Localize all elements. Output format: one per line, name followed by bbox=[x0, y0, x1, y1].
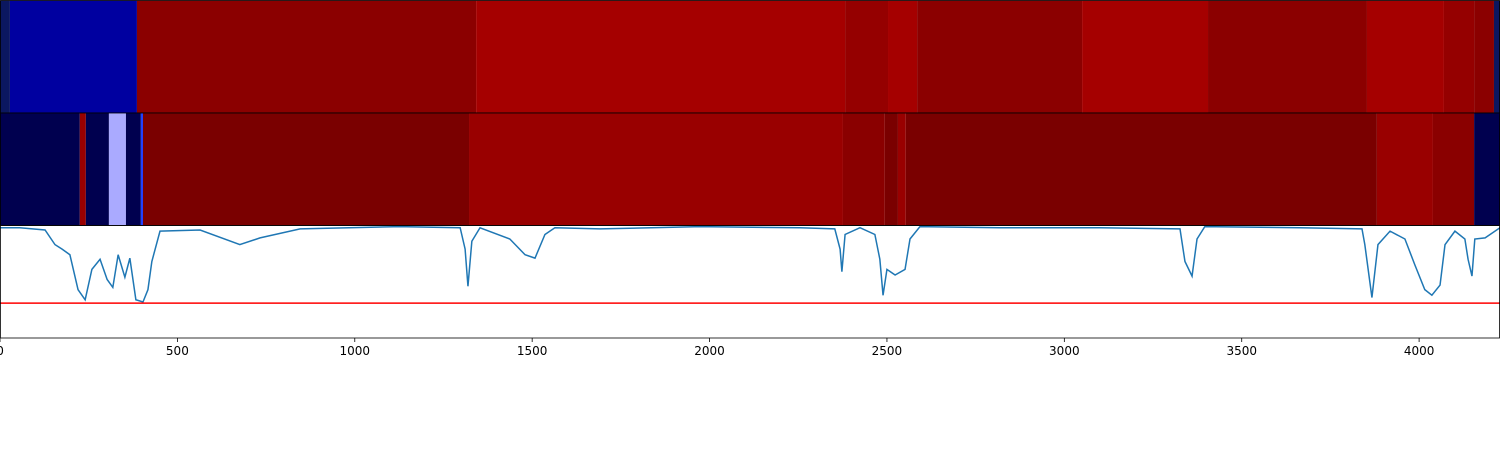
heatmap-segment bbox=[140, 113, 143, 226]
heatmap-segment bbox=[136, 0, 477, 113]
heatmap-segment bbox=[9, 0, 137, 113]
heatmap-segment bbox=[0, 0, 10, 113]
panel-frame bbox=[0, 225, 1500, 339]
heatmap-segment bbox=[888, 0, 918, 113]
heatmap-segment bbox=[1443, 0, 1475, 113]
heatmap-segment bbox=[1474, 0, 1494, 113]
heatmap-segment bbox=[85, 113, 109, 226]
heatmap-segment bbox=[1082, 0, 1209, 113]
heatmap-segment bbox=[79, 113, 86, 226]
heatmap-segment bbox=[469, 113, 843, 226]
x-tick-label: 1000 bbox=[340, 344, 371, 358]
heatmap-segment bbox=[142, 113, 470, 226]
heatmap-segment bbox=[1493, 0, 1500, 113]
heatmap-segment bbox=[1474, 113, 1500, 226]
heatmap-segment bbox=[1366, 0, 1444, 113]
heatmap-segment bbox=[476, 0, 846, 113]
heatmap-segment bbox=[1432, 113, 1475, 226]
x-tick-label: 4000 bbox=[1404, 344, 1435, 358]
x-tick-label: 3000 bbox=[1049, 344, 1080, 358]
x-tick-label: 0 bbox=[0, 344, 4, 358]
heatmap-segment bbox=[917, 0, 1083, 113]
heatmap-segment bbox=[108, 113, 126, 226]
heatmap-segment bbox=[0, 113, 80, 226]
x-tick-label: 3500 bbox=[1226, 344, 1257, 358]
x-tick-label: 2000 bbox=[694, 344, 725, 358]
heatmap-segment bbox=[905, 113, 1377, 226]
heatmap-segment bbox=[884, 113, 898, 226]
heatmap-segment bbox=[897, 113, 906, 226]
x-tick-label: 2500 bbox=[872, 344, 903, 358]
heatmap-segment bbox=[125, 113, 141, 226]
x-tick-label: 500 bbox=[166, 344, 189, 358]
data-line bbox=[0, 225, 1500, 303]
heatmap-segment bbox=[842, 113, 885, 226]
x-tick-label: 1500 bbox=[517, 344, 548, 358]
heatmap-segment bbox=[845, 0, 889, 113]
heatmap-segment bbox=[1208, 0, 1367, 113]
heatmap-segment bbox=[1376, 113, 1433, 226]
